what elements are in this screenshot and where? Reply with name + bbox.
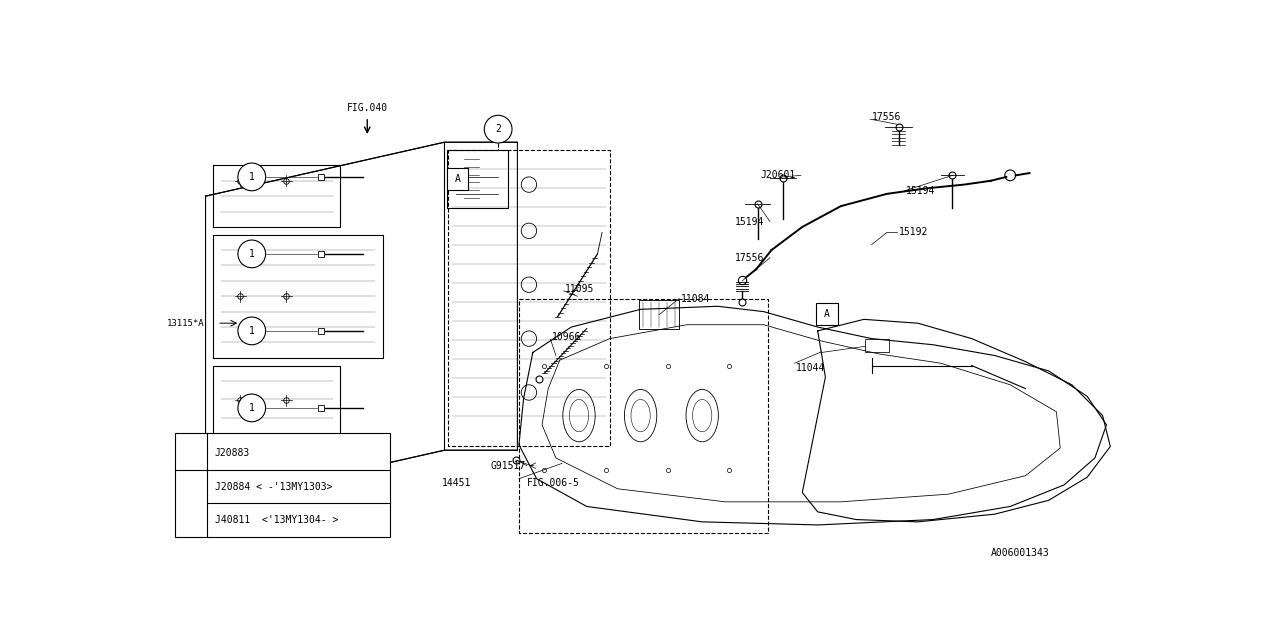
Text: A: A: [454, 174, 461, 184]
Text: J20883: J20883: [215, 447, 250, 458]
Ellipse shape: [625, 389, 657, 442]
Bar: [447, 168, 468, 190]
Text: G91517: G91517: [490, 461, 526, 470]
Text: 13115*A: 13115*A: [168, 319, 205, 328]
Text: FIG.006-5: FIG.006-5: [526, 478, 580, 488]
Text: 15192: 15192: [899, 227, 928, 237]
Circle shape: [1005, 170, 1015, 180]
Text: J20601: J20601: [760, 170, 795, 180]
Text: 1: 1: [188, 448, 193, 457]
Text: 1: 1: [248, 249, 255, 259]
Text: FIG.040: FIG.040: [347, 103, 388, 113]
Circle shape: [238, 394, 266, 422]
Circle shape: [238, 317, 266, 345]
Ellipse shape: [686, 389, 718, 442]
Text: 1: 1: [248, 326, 255, 336]
Text: 10966: 10966: [552, 332, 581, 342]
Text: 1: 1: [248, 172, 255, 182]
Text: J20884 < -'13MY1303>: J20884 < -'13MY1303>: [215, 482, 333, 492]
Bar: [865, 339, 888, 353]
Text: 2: 2: [188, 483, 193, 492]
Circle shape: [521, 177, 536, 192]
Bar: [817, 303, 837, 324]
Text: FRONT: FRONT: [337, 436, 366, 447]
Text: 11095: 11095: [566, 284, 594, 294]
Bar: [447, 150, 508, 208]
Circle shape: [180, 442, 202, 463]
Circle shape: [180, 476, 202, 498]
Circle shape: [238, 240, 266, 268]
Text: A: A: [824, 309, 829, 319]
Text: A006001343: A006001343: [991, 548, 1050, 557]
Text: 17556: 17556: [872, 112, 901, 122]
Circle shape: [521, 331, 536, 346]
Ellipse shape: [631, 399, 650, 432]
Bar: [175, 433, 390, 537]
Text: 11044: 11044: [796, 363, 826, 373]
Circle shape: [484, 115, 512, 143]
Text: 17556: 17556: [735, 253, 764, 263]
Bar: [639, 300, 680, 330]
Circle shape: [521, 385, 536, 400]
Text: J40811  <'13MY1304- >: J40811 <'13MY1304- >: [215, 515, 338, 525]
Text: 11084: 11084: [681, 294, 710, 303]
Circle shape: [238, 163, 266, 191]
Text: 15194: 15194: [906, 186, 936, 196]
Ellipse shape: [563, 389, 595, 442]
Text: 2: 2: [495, 124, 500, 134]
Text: 1: 1: [248, 403, 255, 413]
Ellipse shape: [692, 399, 712, 432]
Text: 14451: 14451: [442, 478, 471, 488]
Circle shape: [521, 223, 536, 239]
Ellipse shape: [570, 399, 589, 432]
Text: 15194: 15194: [735, 216, 764, 227]
Circle shape: [521, 277, 536, 292]
